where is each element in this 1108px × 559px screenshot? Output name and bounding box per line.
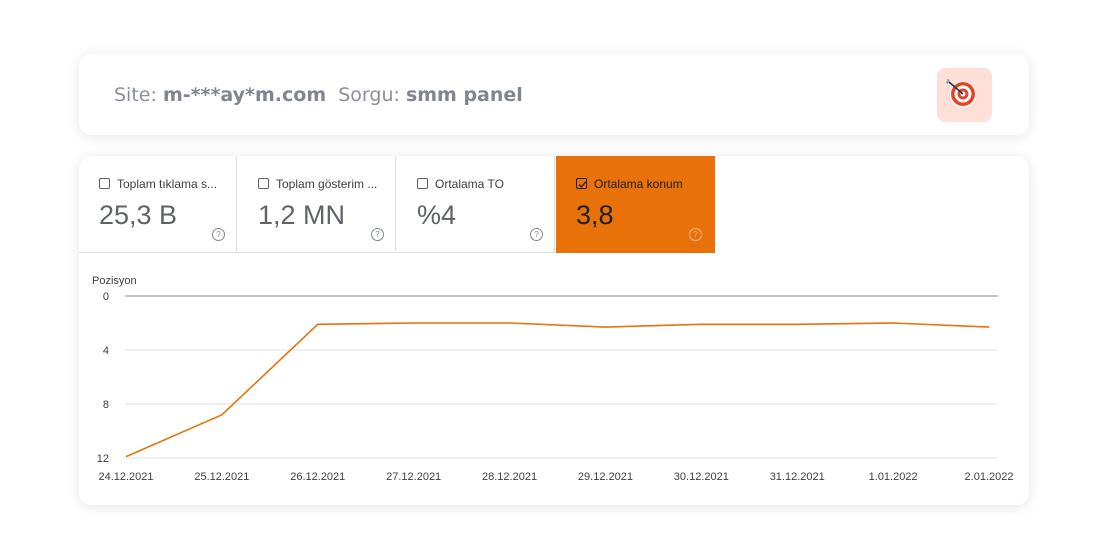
site-value: m-***ay*m.com bbox=[162, 84, 327, 106]
clicks-checkbox[interactable] bbox=[99, 178, 110, 189]
y-tick-label: 12 bbox=[97, 453, 109, 465]
performance-card: Pozisyon 0 4 8 12 24.12.2021 25.12.2021 26.12… bbox=[79, 156, 1029, 505]
help-icon[interactable]: ? bbox=[689, 228, 702, 241]
target-icon bbox=[946, 79, 976, 107]
metric-label: Toplam gösterim ... bbox=[276, 177, 378, 191]
query-value: smm panel bbox=[405, 84, 523, 106]
position-chart: Pozisyon 0 4 8 12 24.12.2021 25.12.2021 26.12… bbox=[92, 275, 1013, 483]
help-icon[interactable]: ? bbox=[371, 228, 384, 241]
x-tick-label: 2.01.2022 bbox=[965, 471, 1014, 483]
site-query-card: Site: m-***ay*m.com Sorgu: smm panel bbox=[79, 54, 1029, 135]
x-tick-label: 31.12.2021 bbox=[770, 471, 825, 483]
x-tick-label: 28.12.2021 bbox=[482, 471, 537, 483]
help-icon[interactable]: ? bbox=[212, 228, 225, 241]
y-tick-labels: 0 4 8 12 bbox=[97, 291, 109, 465]
y-tick-label: 8 bbox=[103, 399, 109, 411]
x-tick-labels: 24.12.2021 25.12.2021 26.12.2021 27.12.2021… bbox=[98, 471, 1013, 483]
x-tick-label: 25.12.2021 bbox=[194, 471, 249, 483]
metric-label: Ortalama konum bbox=[594, 177, 683, 191]
metric-value: 25,3 B bbox=[99, 200, 178, 230]
x-tick-label: 29.12.2021 bbox=[578, 471, 633, 483]
metric-value: 1,2 MN bbox=[258, 200, 346, 230]
position-checkbox[interactable] bbox=[576, 178, 587, 189]
x-tick-label: 1.01.2022 bbox=[869, 471, 918, 483]
series-line bbox=[125, 322, 990, 458]
help-icon[interactable]: ? bbox=[530, 228, 543, 241]
query-label: Sorgu: bbox=[338, 84, 400, 106]
target-icon-tile bbox=[937, 68, 992, 122]
y-tick-label: 0 bbox=[103, 291, 109, 303]
metric-tile-position[interactable]: Ortalama konum 3,8 ? bbox=[556, 156, 715, 253]
x-tick-label: 27.12.2021 bbox=[386, 471, 441, 483]
impressions-checkbox[interactable] bbox=[258, 178, 269, 189]
y-axis-title: Pozisyon bbox=[92, 275, 137, 287]
metric-tile-impressions[interactable]: Toplam gösterim ... 1,2 MN ? bbox=[238, 156, 396, 253]
metric-tile-clicks[interactable]: Toplam tıklama s... 25,3 B ? bbox=[79, 156, 237, 253]
x-tick-label: 26.12.2021 bbox=[290, 471, 345, 483]
series-layer bbox=[125, 322, 990, 458]
site-query-line: Site: m-***ay*m.com Sorgu: smm panel bbox=[114, 84, 523, 106]
checkmark-icon bbox=[578, 181, 587, 188]
ctr-checkbox[interactable] bbox=[417, 178, 428, 189]
grid-layer bbox=[125, 295, 998, 459]
metric-tile-ctr[interactable]: Ortalama TO %4 ? bbox=[397, 156, 555, 253]
metric-label: Toplam tıklama s... bbox=[117, 177, 218, 191]
x-tick-label: 24.12.2021 bbox=[98, 471, 153, 483]
x-tick-label: 30.12.2021 bbox=[674, 471, 729, 483]
metric-value: %4 bbox=[417, 200, 457, 230]
metric-label: Ortalama TO bbox=[435, 177, 504, 191]
y-tick-label: 4 bbox=[103, 345, 109, 357]
metric-value: 3,8 bbox=[576, 200, 614, 230]
site-label: Site: bbox=[114, 84, 157, 106]
